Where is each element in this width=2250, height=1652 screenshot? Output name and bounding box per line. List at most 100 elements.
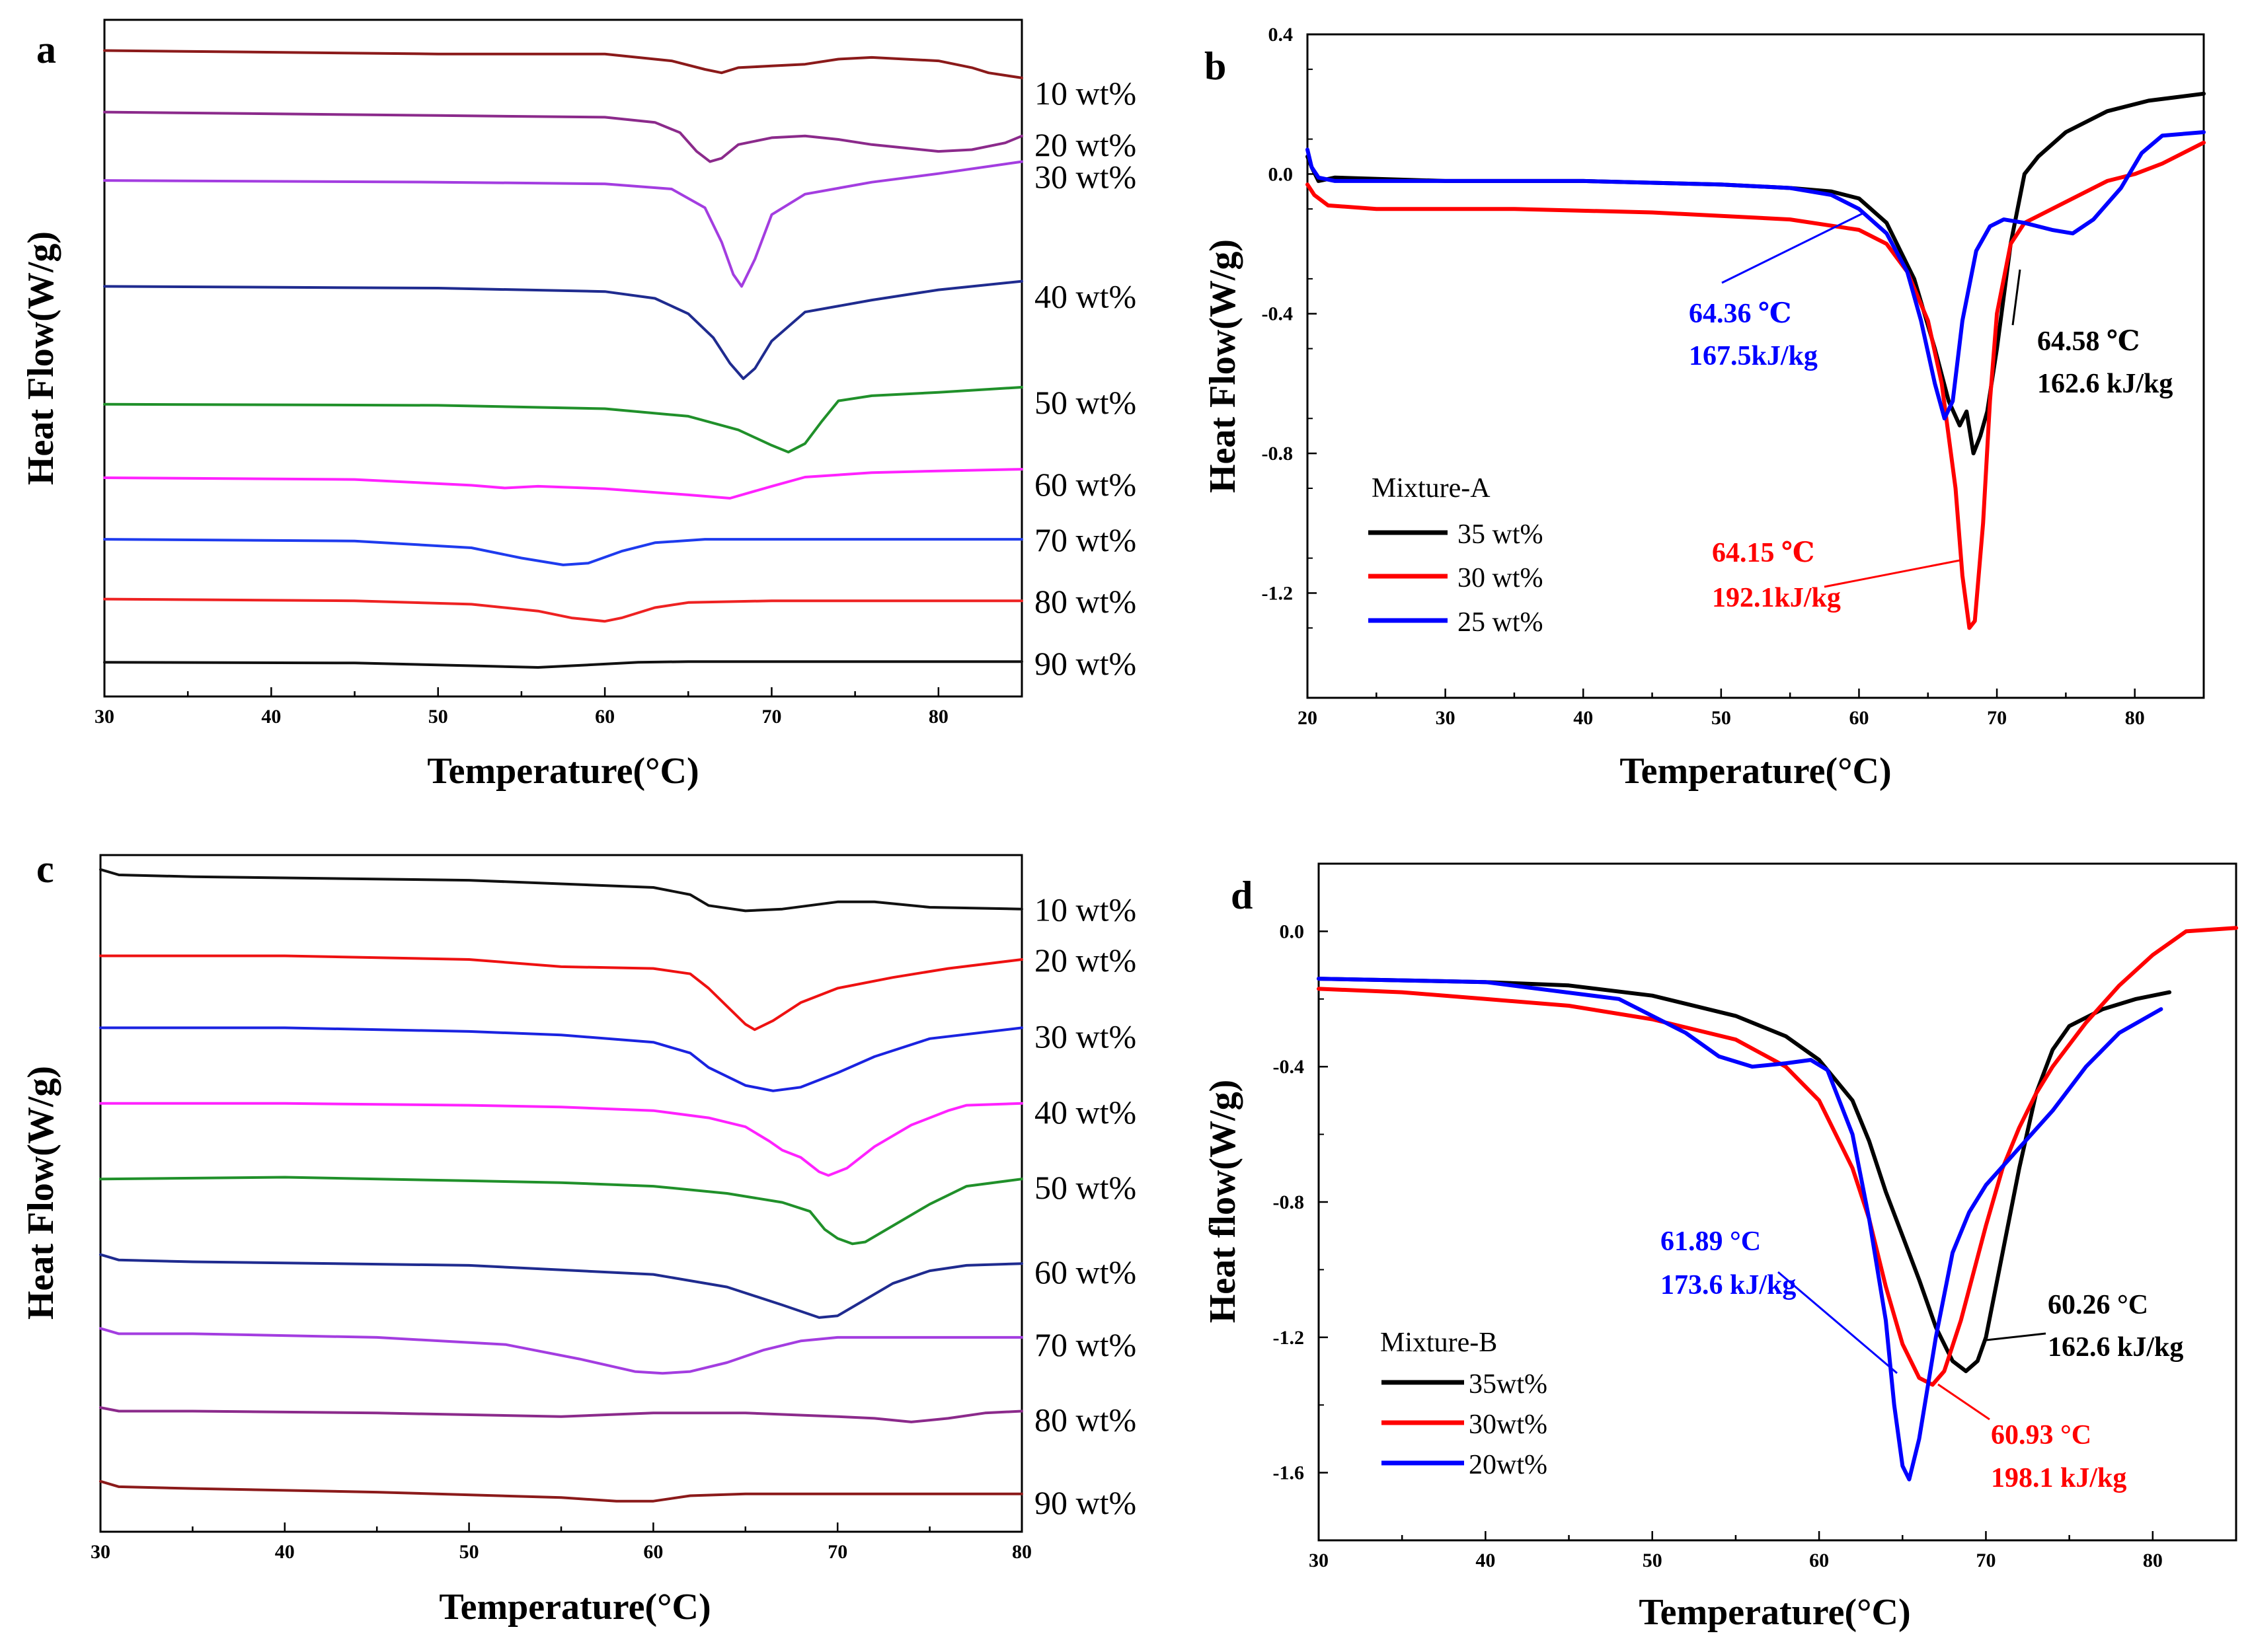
annotation-enthalpy: 198.1 kJ/kg: [1991, 1463, 2126, 1493]
annotation-temp: 60.93 °C: [1991, 1420, 2091, 1450]
series-line-20wt: [103, 110, 1023, 163]
legend-title: Mixture-A: [1372, 473, 1491, 504]
series-line-70wt: [99, 1327, 1023, 1375]
panel-d: d 30 40 50 60 70 80 0.0 -0.4 -0.8 -1.2 -1.6 Temper…: [1202, 862, 2238, 1633]
axes: 30 40 50 60 70 80 0.0 -0.4 -0.8 -1.2 -1.6: [1273, 863, 2237, 1571]
series-line-20wt: [1317, 977, 2163, 1482]
y-tick-label: -1.2: [1273, 1327, 1305, 1349]
series-label: 80 wt%: [1034, 583, 1136, 620]
series-line-50wt: [103, 386, 1023, 454]
x-tick-label: 30: [1309, 1550, 1329, 1571]
x-axis: 30 40 50 60 70 80: [95, 687, 1023, 728]
x-axis-title: Temperature(°C): [427, 751, 699, 792]
annotation-temp: 64.58 ℃: [2037, 326, 2140, 357]
series-lines: [1317, 926, 2238, 1482]
annotation-enthalpy: 167.5kJ/kg: [1689, 341, 1818, 371]
x-axis-title: Temperature(°C): [1619, 751, 1891, 792]
x-tick-label: 80: [2143, 1550, 2163, 1571]
series-line-60wt: [99, 1253, 1023, 1319]
x-tick-label: 70: [1987, 707, 2007, 729]
annotation-enthalpy: 162.6 kJ/kg: [2048, 1332, 2183, 1363]
annotations: 61.89 °C 173.6 kJ/kg 60.26 °C 162.6 kJ/k…: [1660, 1226, 2183, 1493]
x-tick-label: 50: [1711, 707, 1731, 729]
series-label: 20 wt%: [1034, 942, 1136, 979]
series-label: 70 wt%: [1034, 1326, 1136, 1363]
x-tick-label: 40: [275, 1541, 295, 1563]
series-label: 90 wt%: [1034, 645, 1136, 682]
x-tick-label: 20: [1298, 707, 1317, 729]
y-axis-title: Heat Flow(W/g): [20, 1066, 61, 1320]
x-tick-label: 40: [261, 706, 281, 728]
series-line-10wt: [99, 868, 1023, 913]
series-label: 50 wt%: [1034, 384, 1136, 421]
series-label: 50 wt%: [1034, 1169, 1136, 1206]
series-line-20wt: [99, 954, 1023, 1032]
x-tick-label: 50: [428, 706, 448, 728]
annotation-leader: [2011, 269, 2021, 326]
series-line-30wt: [103, 160, 1023, 288]
x-tick-label: 50: [459, 1541, 479, 1563]
annotation-temp: 61.89 °C: [1660, 1226, 1761, 1257]
plot-frame: [1306, 33, 2205, 699]
series-label: 90 wt%: [1034, 1484, 1136, 1521]
y-tick-label: 0.4: [1268, 24, 1294, 46]
annotation-leader: [1824, 559, 1960, 588]
series-line-35wt: [1305, 91, 2206, 456]
series-line-30wt: [99, 1026, 1023, 1092]
annotation-leader: [1777, 1271, 1898, 1374]
series-lines: [99, 868, 1023, 1503]
series-line-25wt: [1305, 130, 2206, 421]
x-tick-label: 60: [595, 706, 615, 728]
x-tick-label: 30: [91, 1541, 110, 1563]
legend: Mixture-B 35wt% 30wt% 20wt%: [1380, 1328, 1547, 1480]
x-tick-label: 60: [1849, 707, 1869, 729]
series-label: 60 wt%: [1034, 1254, 1136, 1291]
series-label: 40 wt%: [1034, 1094, 1136, 1131]
x-tick-label: 70: [828, 1541, 847, 1563]
legend-label: 35wt%: [1469, 1369, 1547, 1400]
legend-label: 25 wt%: [1457, 607, 1543, 638]
legend-label: 35 wt%: [1457, 519, 1543, 550]
annotation-temp: 60.26 °C: [2048, 1290, 2148, 1320]
x-tick-label: 80: [1012, 1541, 1032, 1563]
y-tick-label: -0.4: [1273, 1056, 1305, 1078]
y-axis-title: Heat flow(W/g): [1202, 1080, 1243, 1324]
series-line-40wt: [103, 280, 1023, 380]
series-line-30wt: [1305, 140, 2206, 630]
x-tick-label: 30: [1436, 707, 1455, 729]
x-tick-label: 40: [1475, 1550, 1495, 1571]
x-tick-label: 60: [1809, 1550, 1829, 1571]
panel-a: a 30 40 50 60 70 80 Temperature(°C) Heat Flow…: [20, 19, 1136, 792]
series-line-40wt: [99, 1102, 1023, 1177]
annotation-temp: 64.15 ℃: [1712, 538, 1814, 568]
series-line-90wt: [103, 660, 1023, 669]
series-line-50wt: [99, 1176, 1023, 1246]
series-label: 30 wt%: [1034, 159, 1136, 196]
annotation-enthalpy: 192.1kJ/kg: [1712, 583, 1841, 613]
legend-label: 20wt%: [1469, 1450, 1547, 1480]
annotation-leader: [1721, 211, 1865, 284]
series-lines: [1305, 91, 2206, 630]
x-tick-label: 30: [95, 706, 114, 728]
series-label: 80 wt%: [1034, 1402, 1136, 1439]
panel-label: c: [36, 847, 54, 891]
annotation-enthalpy: 173.6 kJ/kg: [1660, 1270, 1796, 1300]
y-tick-label: -1.2: [1262, 582, 1294, 604]
panel-b: b 20 30 40 50 60 70 80 0.4 0.0 -0.4 -0.8 -1.2 Tempe…: [1202, 24, 2206, 792]
series-label: 40 wt%: [1034, 278, 1136, 315]
annotation-enthalpy: 162.6 kJ/kg: [2037, 369, 2173, 399]
legend: Mixture-A 35 wt% 30 wt% 25 wt%: [1368, 473, 1543, 638]
series-label: 60 wt%: [1034, 466, 1136, 503]
x-tick-label: 80: [929, 706, 949, 728]
series-line-10wt: [103, 49, 1023, 79]
series-label: 70 wt%: [1034, 521, 1136, 558]
x-tick-label: 70: [761, 706, 781, 728]
series-line-80wt: [103, 597, 1023, 623]
series-label: 20 wt%: [1034, 126, 1136, 163]
series-label: 30 wt%: [1034, 1018, 1136, 1055]
x-tick-label: 50: [1643, 1550, 1662, 1571]
panel-c: c 30 40 50 60 70 80 Temperature(°C) Heat Flow…: [20, 847, 1136, 1628]
annotation-leader: [1986, 1332, 2046, 1341]
panel-label: d: [1231, 874, 1253, 917]
